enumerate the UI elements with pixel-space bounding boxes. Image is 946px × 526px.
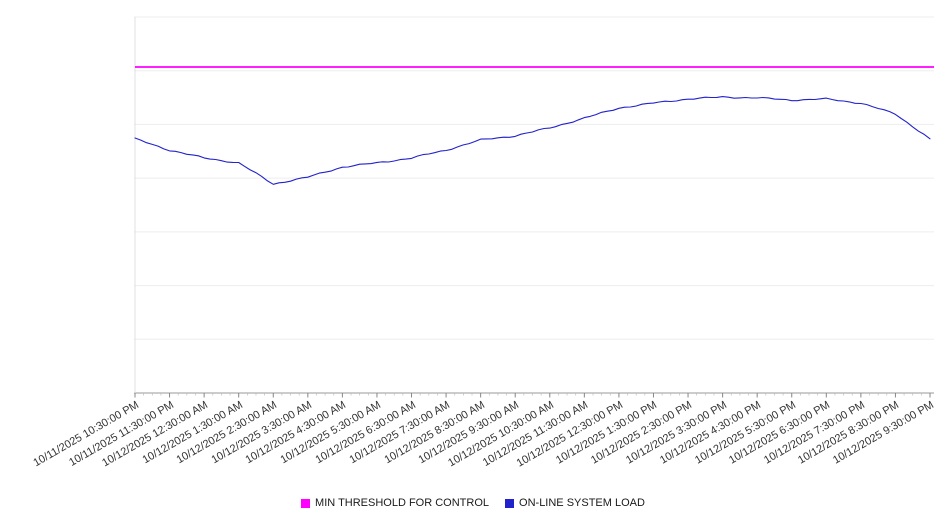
system-load-line (134, 96, 931, 185)
legend-swatch-system-load (505, 498, 515, 508)
legend-item-system-load: ON-LINE SYSTEM LOAD (505, 497, 645, 509)
legend-label-min-threshold: MIN THRESHOLD FOR CONTROL (315, 497, 490, 509)
legend-swatch-min-threshold (301, 498, 311, 508)
legend-item-min-threshold: MIN THRESHOLD FOR CONTROL (301, 497, 489, 509)
chart-legend: MIN THRESHOLD FOR CONTROL ON-LINE SYSTEM… (0, 497, 946, 509)
legend-label-system-load: ON-LINE SYSTEM LOAD (519, 497, 645, 509)
